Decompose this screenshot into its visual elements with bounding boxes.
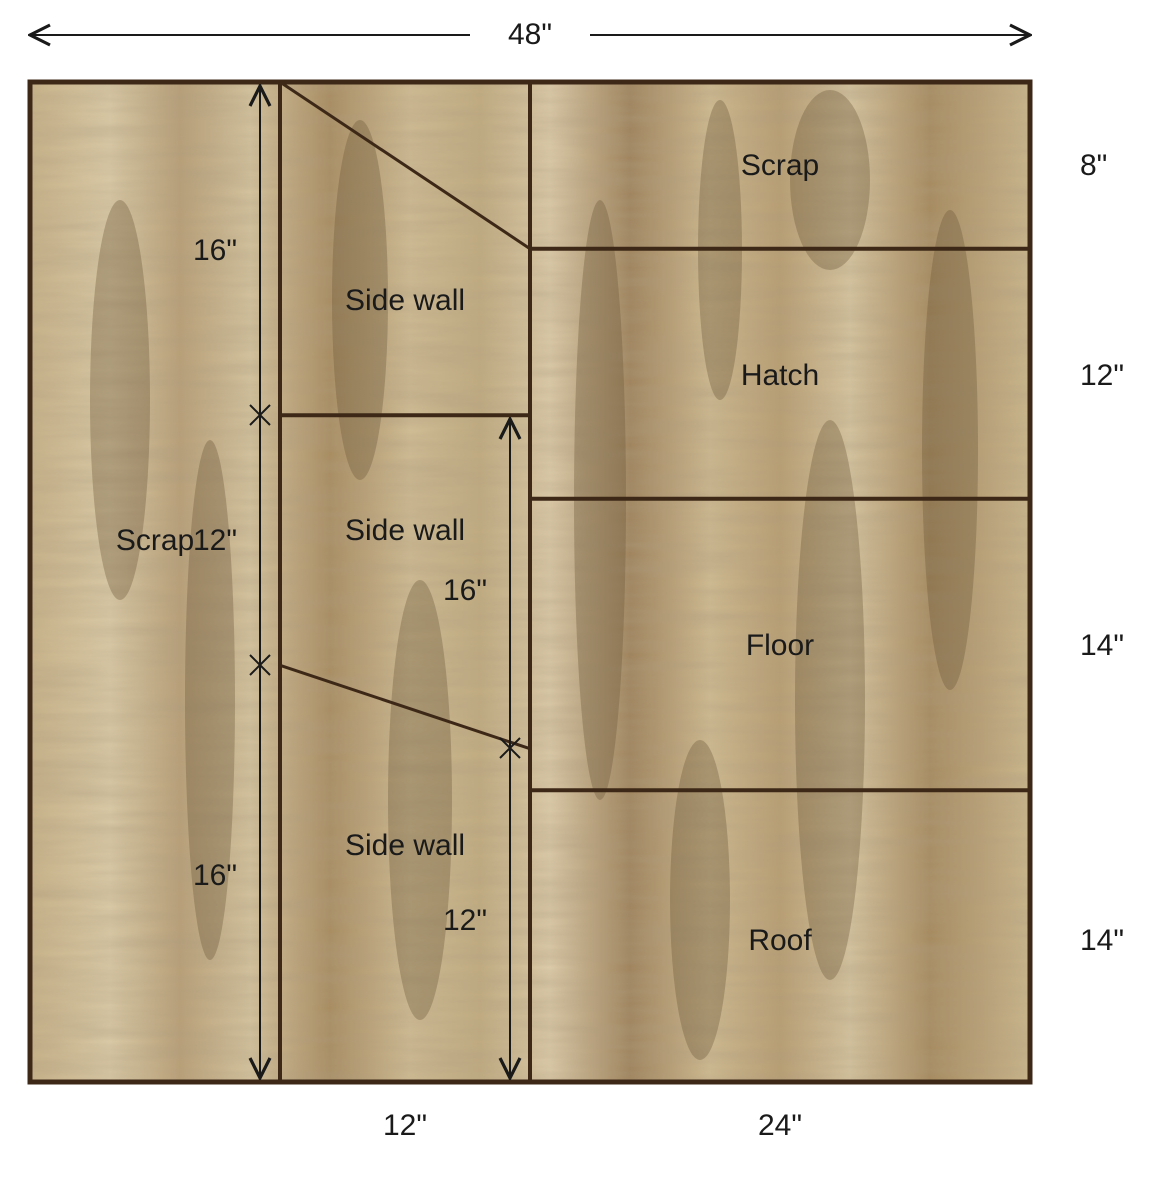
top-width-label: 48" [508,18,552,51]
scrap-left-label: Scrap [116,524,194,557]
scrap-top-label: Scrap [741,149,819,182]
hatch-label: Hatch [741,359,819,392]
right-r3-dim: 14" [1080,629,1124,662]
top-width-dimension: 48" [30,10,1030,54]
bottom-col3-dim: 24" [758,1109,802,1142]
sw2-mid-dim: 16" [443,574,487,607]
cut-diagram-svg: 48" [0,0,1161,1177]
right-r2-dim: 12" [1080,359,1124,392]
right-r1-dim: 8" [1080,149,1107,182]
roof-label: Roof [748,924,812,957]
right-r4-dim: 14" [1080,924,1124,957]
sidewall-2-label: Side wall [345,514,465,547]
sw1-left-dim: 16" [193,234,237,267]
bottom-col2-dim: 12" [383,1109,427,1142]
sw2-left-dim: 12" [193,524,237,557]
sw3-mid-dim: 12" [443,904,487,937]
sw3-left-dim: 16" [193,859,237,892]
cut-diagram-container: 48" [0,0,1161,1177]
right-dimensions: 8" 12" 14" 14" [1080,149,1124,957]
sidewall-1-label: Side wall [345,284,465,317]
bottom-dimensions: 12" 24" [383,1109,802,1142]
sidewall-3-label: Side wall [345,829,465,862]
floor-label: Floor [746,629,814,662]
